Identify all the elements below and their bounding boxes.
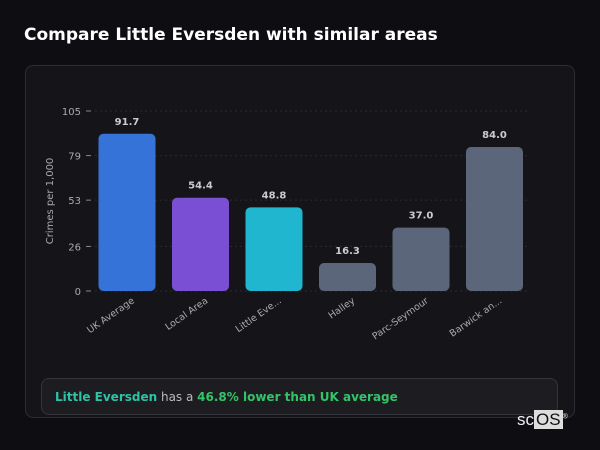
x-tick-label: Local Area [163, 295, 210, 332]
bar-value-label: 84.0 [482, 130, 507, 141]
y-axis-label: Crimes per 1,000 [45, 158, 56, 245]
x-tick-label: UK Average [85, 295, 137, 336]
bar-little-eve- [245, 207, 303, 291]
bar-value-label: 91.7 [115, 117, 140, 128]
bar-local-area [172, 197, 229, 291]
bar-parc-seymour [392, 227, 450, 291]
x-tick-label: Halley [327, 295, 358, 321]
summary-text: has a [157, 390, 198, 404]
page-title: Compare Little Eversden with similar are… [24, 25, 438, 45]
x-tick-label: Barwick an... [448, 295, 505, 339]
y-tick-label: 0 [75, 287, 81, 298]
y-tick-label: 105 [62, 107, 81, 118]
y-tick-label: 53 [68, 196, 81, 207]
comparison-result: 46.8% lower than UK average [197, 390, 398, 404]
y-tick-label: 26 [68, 242, 81, 253]
scos-logo: sc OS ® [517, 410, 568, 429]
bar-barwick-an- [466, 147, 523, 291]
y-tick-label: 79 [68, 152, 81, 163]
bar-value-label: 54.4 [188, 181, 213, 192]
x-tick-label: Parc-Seymour [370, 295, 430, 342]
bar-value-label: 48.8 [262, 190, 287, 201]
x-tick-label: Little Eve... [234, 295, 284, 335]
area-name: Little Eversden [55, 390, 158, 404]
bar-halley [319, 263, 376, 291]
bar-value-label: 37.0 [409, 211, 434, 222]
bar-value-label: 16.3 [335, 246, 360, 257]
summary-note: Little Eversden has a 46.8% lower than U… [41, 378, 558, 415]
bar-uk-average [98, 133, 156, 291]
